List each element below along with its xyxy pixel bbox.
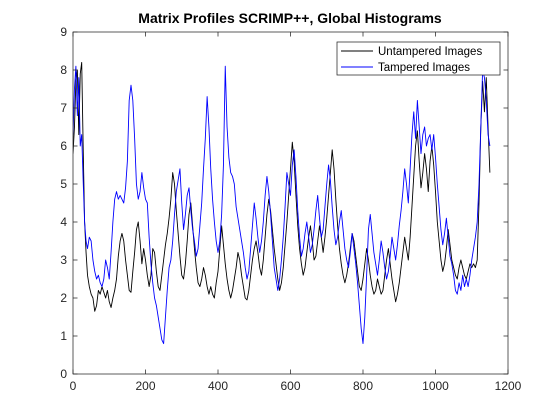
x-tick-label: 800 — [353, 379, 373, 393]
y-tick-label: 6 — [60, 139, 67, 153]
x-tick-label: 400 — [208, 379, 228, 393]
legend-box — [336, 41, 501, 76]
y-tick-label: 2 — [60, 291, 67, 305]
y-tick-label: 5 — [60, 177, 67, 191]
y-tick-label: 7 — [60, 101, 67, 115]
y-tick-label: 1 — [60, 329, 67, 343]
y-tick-label: 8 — [60, 63, 67, 77]
chart-title: Matrix Profiles SCRIMP++, Global Histogr… — [138, 10, 442, 26]
axis-ticks: 0 200 400 600 800 1000 1200 0 1 2 3 4 5 6 7 8 9 — [60, 25, 521, 393]
series-line-untampered — [73, 61, 491, 312]
x-tick-label: 1000 — [422, 379, 449, 393]
x-tick-label: 0 — [70, 379, 77, 393]
legend-label: Untampered Images — [378, 46, 482, 58]
legend-label: Tampered Images — [378, 62, 470, 74]
series-line-tampered — [73, 65, 491, 345]
series-lines — [73, 61, 491, 345]
y-tick-label: 3 — [60, 253, 67, 267]
x-tick-label: 600 — [280, 379, 300, 393]
y-tick-label: 0 — [60, 367, 67, 381]
x-tick-label: 200 — [135, 379, 155, 393]
y-tick-label: 4 — [60, 215, 67, 229]
plot-area — [73, 32, 508, 374]
y-tick-label: 9 — [60, 25, 67, 39]
x-tick-label: 1200 — [495, 379, 522, 393]
legend: Untampered Images Tampered Images — [336, 41, 501, 76]
